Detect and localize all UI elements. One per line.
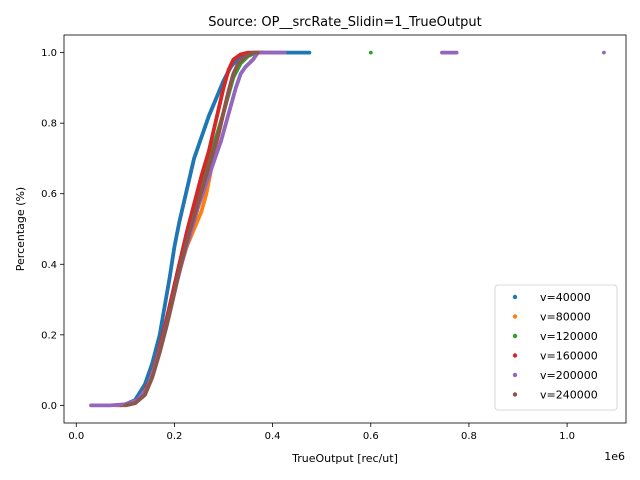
- legend-box: [494, 284, 618, 411]
- data-marks: [89, 50, 606, 408]
- y-tick-label: 0.4: [41, 260, 57, 271]
- axes-frame: [63, 34, 627, 424]
- y-tick-label: 0.0: [41, 401, 57, 412]
- legend-marker: [512, 392, 518, 397]
- data-point: [282, 50, 287, 55]
- y-axis-label: Percentage (%): [14, 187, 27, 271]
- legend-marker: [512, 333, 518, 339]
- x-tick-label: 0.8: [461, 431, 477, 442]
- x-tick-label: 0.6: [363, 431, 379, 442]
- x-axis-ticks: 0.0 0.2 0.4 0.6 0.8 1.0: [68, 423, 575, 442]
- data-point: [307, 50, 312, 55]
- legend-marker: [512, 372, 518, 378]
- x-axis-offset-label: 1e6: [604, 450, 625, 463]
- legend-entry: v=160000: [540, 350, 598, 363]
- y-tick-label: 0.2: [41, 330, 57, 341]
- y-axis-ticks: 0.0 0.2 0.4 0.6 0.8 1.0: [41, 48, 64, 412]
- legend: v=40000 v=80000 v=120000 v=160000 v=200000 v=…: [494, 284, 618, 411]
- chart-title: Source: OP__srcRate_Slidin=1_TrueOutput: [208, 15, 482, 30]
- x-tick-label: 0.2: [166, 431, 182, 442]
- x-tick-label: 1.0: [559, 431, 575, 442]
- x-axis-label: TrueOutput [rec/ut]: [291, 452, 398, 465]
- legend-entry: v=200000: [540, 369, 598, 382]
- legend-entry: v=40000: [540, 291, 591, 304]
- legend-entry: v=120000: [540, 330, 598, 343]
- legend-marker: [512, 294, 518, 300]
- legend-entry: v=240000: [540, 389, 598, 402]
- y-tick-label: 1.0: [41, 48, 57, 59]
- y-tick-label: 0.6: [41, 189, 57, 200]
- series-v-40000: [116, 50, 312, 408]
- legend-marker: [512, 314, 518, 319]
- x-tick-label: 0.0: [68, 431, 84, 442]
- x-tick-label: 0.4: [265, 431, 281, 442]
- legend-marker: [512, 353, 518, 358]
- data-point: [255, 50, 260, 55]
- data-point: [368, 50, 373, 55]
- legend-entry: v=80000: [540, 311, 591, 324]
- y-tick-label: 0.8: [41, 119, 57, 130]
- data-point: [602, 50, 606, 55]
- series-v-240000: [123, 50, 260, 408]
- data-point: [454, 50, 459, 55]
- plot-area: [63, 34, 627, 424]
